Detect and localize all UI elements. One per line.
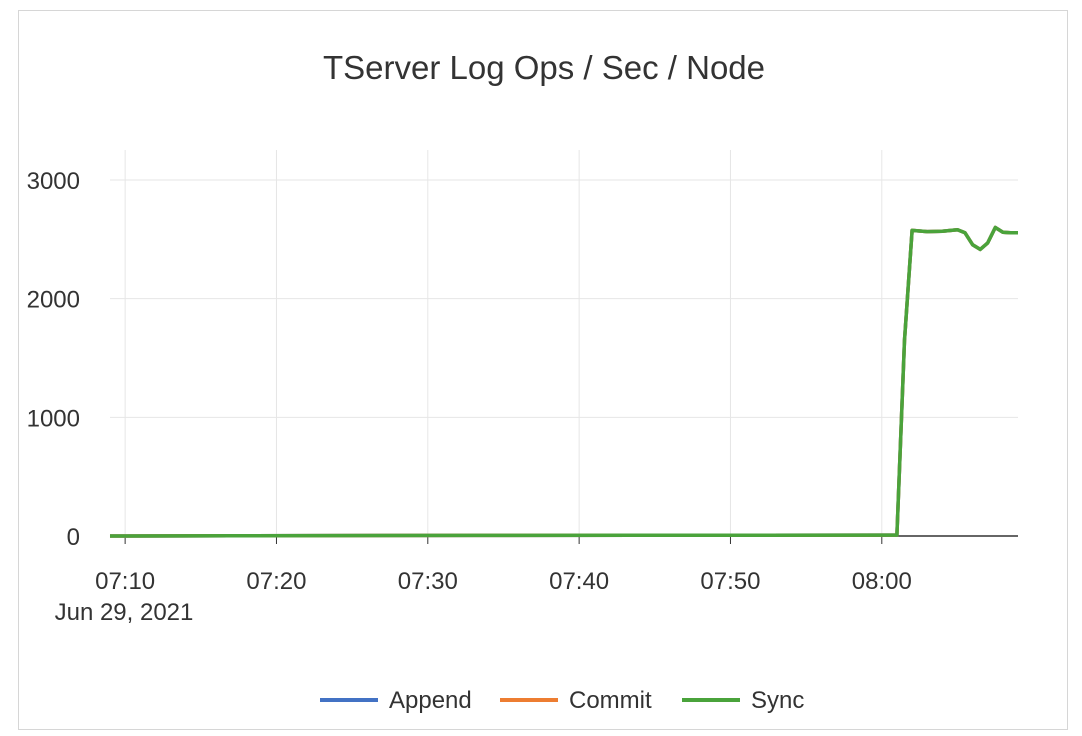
y-axis-ticks: 0 1000 2000 3000 — [27, 168, 80, 551]
legend-label: Sync — [751, 687, 804, 714]
y-tick-label: 2000 — [27, 287, 80, 314]
x-date-label: Jun 29, 2021 — [55, 599, 194, 626]
legend-item-append[interactable]: Append — [320, 687, 472, 714]
y-tick-label: 1000 — [27, 405, 80, 432]
legend-item-commit[interactable]: Commit — [500, 687, 652, 714]
x-tick-label: 07:20 — [246, 568, 306, 595]
y-tick-label: 3000 — [27, 168, 80, 195]
chart-title: TServer Log Ops / Sec / Node — [323, 49, 765, 86]
x-tick-label: 07:10 — [95, 568, 155, 595]
legend-label: Append — [389, 687, 472, 714]
y-tick-label: 0 — [67, 524, 80, 551]
legend-item-sync[interactable]: Sync — [682, 687, 804, 714]
x-tick-label: 08:00 — [852, 568, 912, 595]
legend-label: Commit — [569, 687, 652, 714]
series-line-sync — [109, 225, 1018, 538]
legend[interactable]: Append Commit Sync — [320, 687, 804, 714]
x-tick-label: 07:30 — [398, 568, 458, 595]
x-tick-label: 07:40 — [549, 568, 609, 595]
series-lines — [109, 225, 1018, 538]
chart-panel — [18, 10, 1068, 730]
grid — [110, 150, 1018, 537]
x-axis-ticks: 07:10 07:20 07:30 07:40 07:50 08:00 — [95, 536, 912, 595]
x-tick-label: 07:50 — [700, 568, 760, 595]
